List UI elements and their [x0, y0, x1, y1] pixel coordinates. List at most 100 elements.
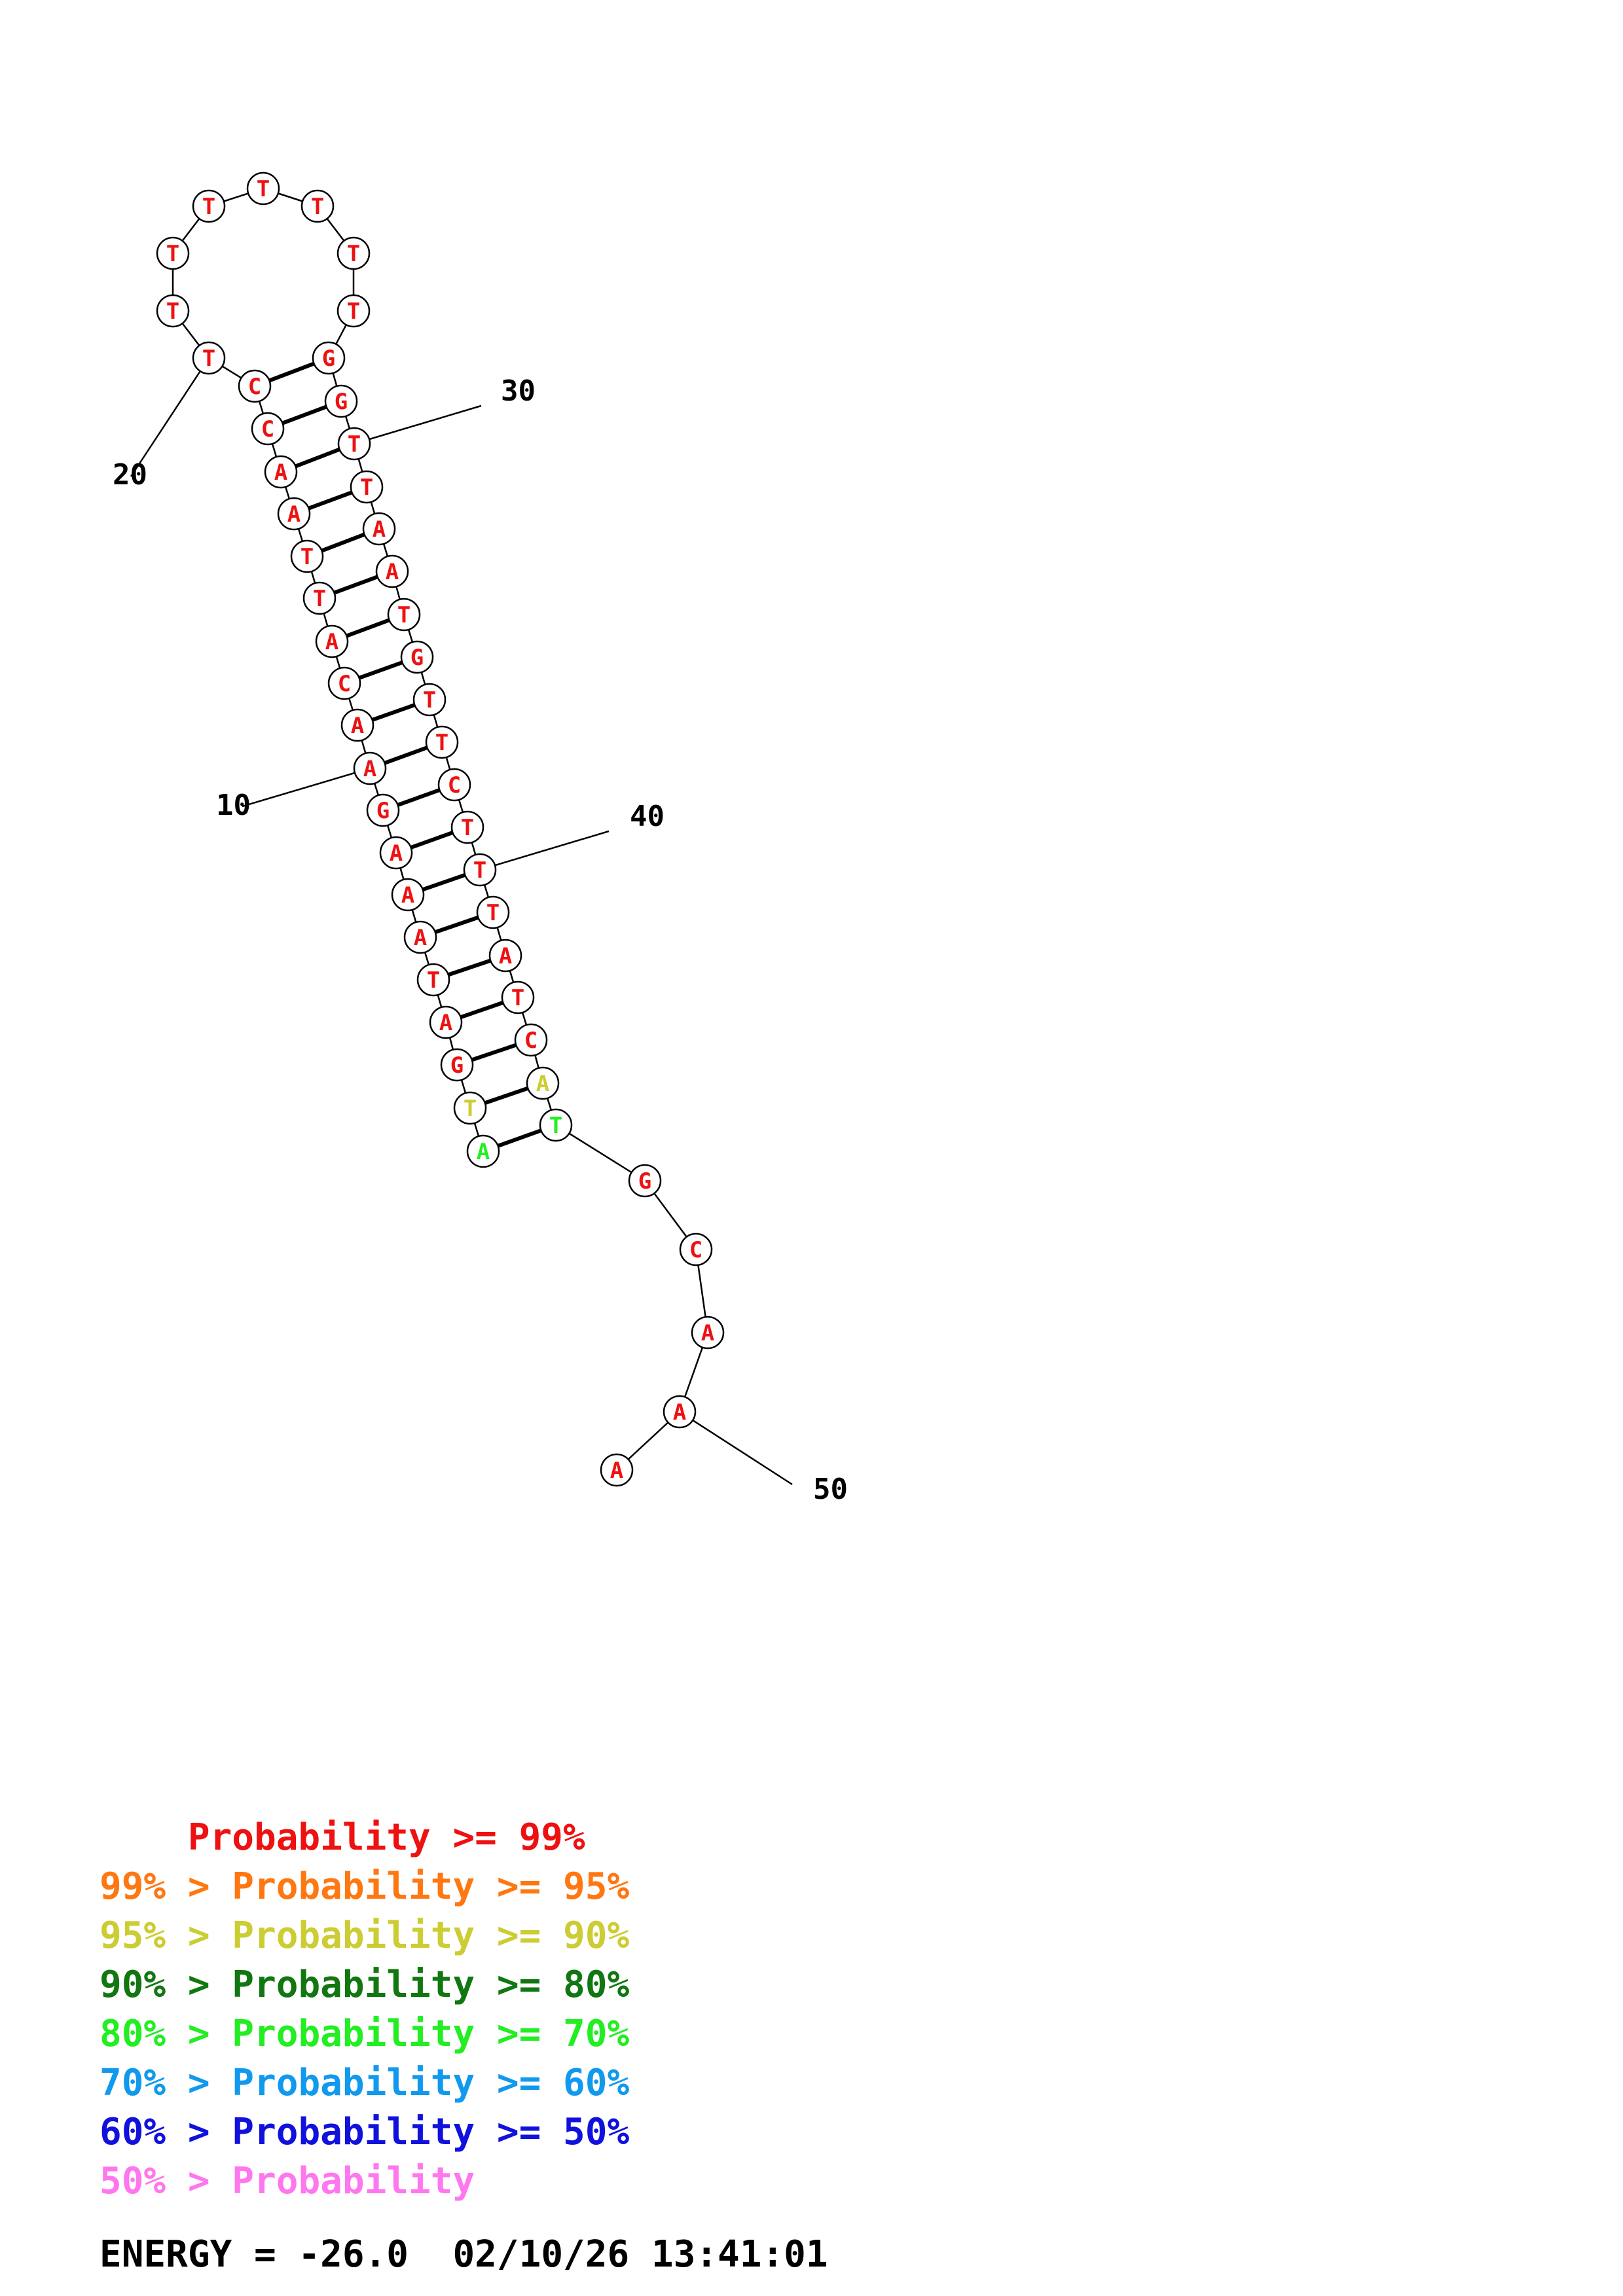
legend-row: 80% > Probability >= 70%	[100, 2009, 629, 2058]
base-letter: T	[166, 298, 179, 325]
base-circle	[277, 497, 311, 531]
base-26: T	[337, 236, 371, 270]
base-letter: A	[673, 1399, 686, 1426]
base-circle	[362, 512, 396, 546]
base-circle	[391, 878, 425, 912]
base-39: T	[450, 810, 484, 844]
base-7: A	[391, 878, 425, 912]
index-label: 40	[630, 800, 665, 833]
base-21: T	[156, 294, 190, 328]
base-pair-line	[397, 788, 441, 807]
legend-row: 70% > Probability >= 60%	[100, 2058, 629, 2108]
index-labels: 10 20 30 40 50	[113, 357, 848, 1506]
legend-text: Probability	[232, 2160, 475, 2202]
base-14: T	[302, 581, 337, 615]
base-1: A	[466, 1134, 500, 1168]
base-letter: T	[301, 544, 314, 570]
legend-text: Probability >= 70%	[232, 2013, 630, 2055]
base-circle	[437, 768, 471, 802]
base-letter: C	[261, 416, 274, 442]
legend-text: Probability >= 80%	[232, 1964, 630, 2006]
base-circle	[387, 598, 421, 632]
legend-prefix: 70% >	[100, 2062, 232, 2104]
base-circle	[353, 751, 387, 785]
base-letter: A	[414, 925, 427, 951]
base-9: G	[366, 793, 400, 827]
base-35: G	[400, 640, 434, 674]
legend-text: Probability >= 99%	[187, 1816, 585, 1859]
base-letter: T	[202, 346, 215, 372]
base-49: A	[691, 1316, 725, 1350]
base-8: A	[379, 836, 413, 870]
base-45: A	[526, 1066, 560, 1100]
base-40: T	[463, 853, 497, 887]
base-letter: T	[511, 985, 524, 1011]
base-letter: T	[464, 1096, 477, 1122]
base-12: C	[327, 666, 361, 700]
base-42: A	[488, 939, 522, 973]
base-pair-line	[321, 532, 365, 553]
base-pair-line	[333, 575, 378, 595]
base-circle	[246, 171, 280, 206]
base-circle	[340, 708, 374, 742]
base-circle	[450, 810, 484, 844]
base-letter: C	[448, 772, 461, 798]
base-circle	[337, 427, 371, 461]
base-letter: T	[473, 857, 486, 884]
base-20: T	[192, 341, 226, 375]
base-22: T	[156, 236, 190, 270]
base-letter: A	[536, 1071, 549, 1097]
base-17: A	[264, 455, 298, 489]
base-15: T	[290, 539, 324, 573]
base-circle	[156, 236, 190, 270]
legend-text: Probability >= 50%	[232, 2111, 630, 2153]
base-13: A	[315, 624, 349, 658]
base-letter: T	[313, 586, 326, 612]
base-letter: T	[549, 1113, 562, 1139]
base-pair-line	[282, 404, 327, 425]
base-30: T	[337, 427, 371, 461]
base-pair-line	[308, 490, 353, 511]
base-pair-line	[384, 745, 428, 765]
legend-row: Probability >= 99%	[100, 1813, 629, 1862]
legend-row: 95% > Probability >= 90%	[100, 1911, 629, 1960]
base-6: A	[403, 920, 437, 954]
index-tick	[479, 830, 610, 871]
base-circle	[679, 1232, 713, 1266]
base-letter: C	[689, 1237, 702, 1263]
base-circle	[337, 294, 371, 328]
base-31: T	[350, 470, 384, 504]
base-letter: G	[450, 1052, 464, 1079]
base-letter: A	[390, 840, 403, 867]
base-letter: T	[423, 687, 436, 713]
bases: ATGATAAAGAACATTAACCTTTTTTTTGGTTAATGTTCTT…	[156, 171, 725, 1487]
base-circle	[416, 963, 450, 997]
base-letter: C	[524, 1028, 538, 1054]
base-18: C	[251, 412, 285, 446]
base-circle	[301, 189, 335, 223]
energy-footer: ENERGY = -26.0 02/10/26 13:41:01	[100, 2233, 828, 2276]
base-circle	[412, 683, 447, 717]
legend-text: Probability >= 95%	[232, 1865, 630, 1908]
base-pair-line	[410, 831, 454, 850]
base-circle	[453, 1091, 487, 1125]
base-letter: G	[335, 389, 348, 415]
base-23: T	[192, 189, 226, 223]
base-letter: A	[401, 882, 414, 908]
base-5: T	[416, 963, 450, 997]
base-pairs	[268, 361, 542, 1148]
index-tick	[679, 1410, 793, 1486]
index-label: 10	[216, 789, 251, 822]
base-circle	[315, 624, 349, 658]
base-34: T	[387, 598, 421, 632]
base-letter: A	[610, 1458, 623, 1484]
base-38: C	[437, 768, 471, 802]
base-circle	[238, 369, 272, 403]
base-circle	[663, 1395, 697, 1429]
base-circle	[350, 470, 384, 504]
base-letter: T	[348, 431, 361, 457]
base-letter: T	[166, 241, 179, 267]
base-46: T	[539, 1108, 573, 1142]
base-letter: G	[638, 1168, 651, 1194]
